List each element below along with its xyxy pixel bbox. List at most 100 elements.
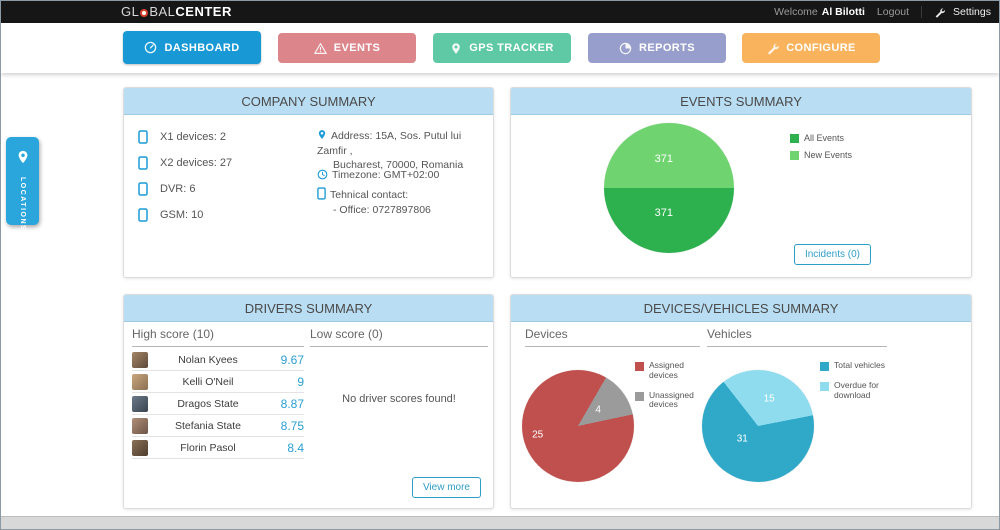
devices-pie-chart[interactable]: 25 4 bbox=[522, 370, 634, 482]
legend-item-new-events: New Events bbox=[790, 150, 852, 161]
legend-swatch bbox=[820, 382, 829, 391]
settings-label: Settings bbox=[953, 6, 991, 18]
driver-score: 8.87 bbox=[280, 396, 304, 411]
pie-chart-icon bbox=[619, 42, 632, 55]
device-count-gsm: GSM: 10 bbox=[138, 208, 203, 222]
company-summary-title: COMPANY SUMMARY bbox=[124, 88, 493, 115]
driver-score: 8.75 bbox=[280, 418, 304, 433]
logo: GL BALCENTER bbox=[121, 4, 232, 19]
tab-reports[interactable]: REPORTS bbox=[588, 33, 726, 63]
tab-configure-label: CONFIGURE bbox=[786, 42, 856, 54]
view-more-button[interactable]: View more bbox=[411, 477, 481, 498]
devices-pie-value-unassigned: 4 bbox=[595, 404, 601, 416]
high-score-list: Nolan Kyees 9.67 Kelli O'Neil 9 Dragos S… bbox=[132, 349, 304, 459]
settings-wrench-icon bbox=[934, 7, 945, 18]
username: Al Bilotti bbox=[821, 6, 865, 18]
tab-reports-label: REPORTS bbox=[639, 42, 695, 54]
warning-triangle-icon bbox=[313, 42, 327, 55]
device-count-x2: X2 devices: 27 bbox=[138, 156, 232, 170]
drivers-summary-panel: DRIVERS SUMMARY High score (10) Low scor… bbox=[123, 294, 494, 509]
driver-avatar bbox=[132, 373, 148, 390]
logo-text-bal: BAL bbox=[149, 4, 176, 19]
address-pin-icon bbox=[317, 128, 327, 141]
driver-avatar bbox=[132, 351, 148, 368]
driver-row[interactable]: Stefania State 8.75 bbox=[132, 415, 304, 437]
top-bar: GL BALCENTER Welcome Al Bilotti Logout Set… bbox=[1, 1, 999, 23]
mobile-device-icon bbox=[138, 208, 148, 222]
driver-name: Stefania State bbox=[175, 419, 241, 432]
driver-row[interactable]: Dragos State 8.87 bbox=[132, 393, 304, 415]
locations-tab[interactable]: LOCATIONS bbox=[6, 137, 39, 231]
driver-row[interactable]: Kelli O'Neil 9 bbox=[132, 371, 304, 393]
welcome-label: Welcome bbox=[774, 6, 818, 18]
driver-name: Florin Pasol bbox=[180, 441, 236, 454]
device-count-dvr: DVR: 6 bbox=[138, 182, 195, 196]
device-count-x1: X1 devices: 2 bbox=[138, 130, 226, 144]
driver-avatar bbox=[132, 395, 148, 412]
devices-pie-value-assigned: 25 bbox=[532, 429, 544, 441]
legend-item-total-vehicles: Total vehicles bbox=[820, 360, 886, 371]
legend-swatch bbox=[790, 151, 799, 161]
logout-link[interactable]: Logout bbox=[876, 6, 910, 18]
tab-events-label: EVENTS bbox=[333, 42, 381, 54]
tab-dashboard[interactable]: DASHBOARD bbox=[123, 31, 261, 64]
vehicles-pie-value-overdue: 15 bbox=[763, 393, 775, 405]
no-driver-scores-message: No driver scores found! bbox=[342, 393, 456, 405]
drivers-summary-title: DRIVERS SUMMARY bbox=[124, 295, 493, 322]
company-address-line2: Bucharest, 70000, Romania bbox=[333, 159, 464, 172]
top-bar-right: Welcome Al Bilotti Logout Settings bbox=[774, 1, 991, 23]
legend-swatch bbox=[820, 362, 829, 371]
mobile-device-icon bbox=[138, 182, 148, 196]
vehicles-pie-chart[interactable]: 15 31 bbox=[702, 370, 814, 482]
driver-score: 8.4 bbox=[287, 440, 304, 455]
legend-item-unassigned-devices: Unassigned devices bbox=[635, 390, 701, 411]
nav-bar: DASHBOARD EVENTS GPS TRACKER REPORTS CON… bbox=[1, 23, 999, 73]
logo-o-icon bbox=[140, 9, 149, 17]
company-address: Address: 15A, Sos. Putul lui Zamfir , Bu… bbox=[317, 128, 493, 173]
devices-section-header: Devices bbox=[525, 327, 700, 347]
driver-avatar bbox=[132, 439, 148, 456]
legend-item-all-events: All Events bbox=[790, 133, 852, 143]
driver-avatar bbox=[132, 417, 148, 434]
logo-text-center: CENTER bbox=[175, 4, 232, 19]
legend-item-assigned-devices: Assigned devices bbox=[635, 360, 701, 381]
company-contact: Tehnical contact: - Office: 0727897806 bbox=[317, 187, 431, 217]
events-pie-value-new: 371 bbox=[654, 153, 673, 166]
vehicles-pie-value-total: 31 bbox=[736, 433, 748, 445]
driver-name: Nolan Kyees bbox=[178, 353, 238, 366]
mobile-device-icon bbox=[138, 156, 148, 170]
legend-swatch bbox=[635, 362, 644, 371]
settings-button[interactable]: Settings bbox=[921, 6, 991, 18]
vehicles-legend: Total vehicles Overdue for download bbox=[820, 360, 886, 401]
events-summary-title: EVENTS SUMMARY bbox=[511, 88, 971, 115]
footer-strip bbox=[1, 516, 999, 529]
incidents-button[interactable]: Incidents (0) bbox=[793, 244, 871, 265]
locations-tab-label: LOCATIONS bbox=[19, 177, 26, 232]
welcome-text: Welcome Al Bilotti bbox=[774, 6, 865, 18]
high-score-header: High score (10) bbox=[132, 327, 304, 347]
location-pin-icon bbox=[16, 149, 30, 170]
tab-events[interactable]: EVENTS bbox=[278, 33, 416, 63]
driver-score: 9.67 bbox=[280, 352, 304, 367]
tab-gps-tracker[interactable]: GPS TRACKER bbox=[433, 33, 571, 63]
company-contact-office: - Office: 0727897806 bbox=[333, 203, 431, 216]
clock-icon bbox=[317, 169, 328, 180]
devices-vehicles-title: DEVICES/VEHICLES SUMMARY bbox=[511, 295, 971, 322]
low-score-header: Low score (0) bbox=[310, 327, 488, 347]
events-legend: All Events New Events bbox=[790, 133, 852, 161]
map-pin-icon bbox=[450, 42, 462, 55]
devices-vehicles-summary-panel: DEVICES/VEHICLES SUMMARY Devices Vehicle… bbox=[510, 294, 972, 509]
events-pie-chart[interactable]: 371 371 bbox=[604, 123, 734, 253]
driver-row[interactable]: Nolan Kyees 9.67 bbox=[132, 349, 304, 371]
tab-configure[interactable]: CONFIGURE bbox=[742, 33, 880, 63]
devices-legend: Assigned devices Unassigned devices bbox=[635, 360, 701, 411]
driver-name: Dragos State bbox=[177, 397, 239, 410]
phone-icon bbox=[317, 187, 326, 200]
events-pie-value-all: 371 bbox=[654, 206, 673, 219]
mobile-device-icon bbox=[138, 130, 148, 144]
driver-row[interactable]: Florin Pasol 8.4 bbox=[132, 437, 304, 459]
driver-name: Kelli O'Neil bbox=[182, 375, 234, 388]
legend-swatch bbox=[790, 134, 799, 143]
gauge-icon bbox=[144, 41, 157, 54]
